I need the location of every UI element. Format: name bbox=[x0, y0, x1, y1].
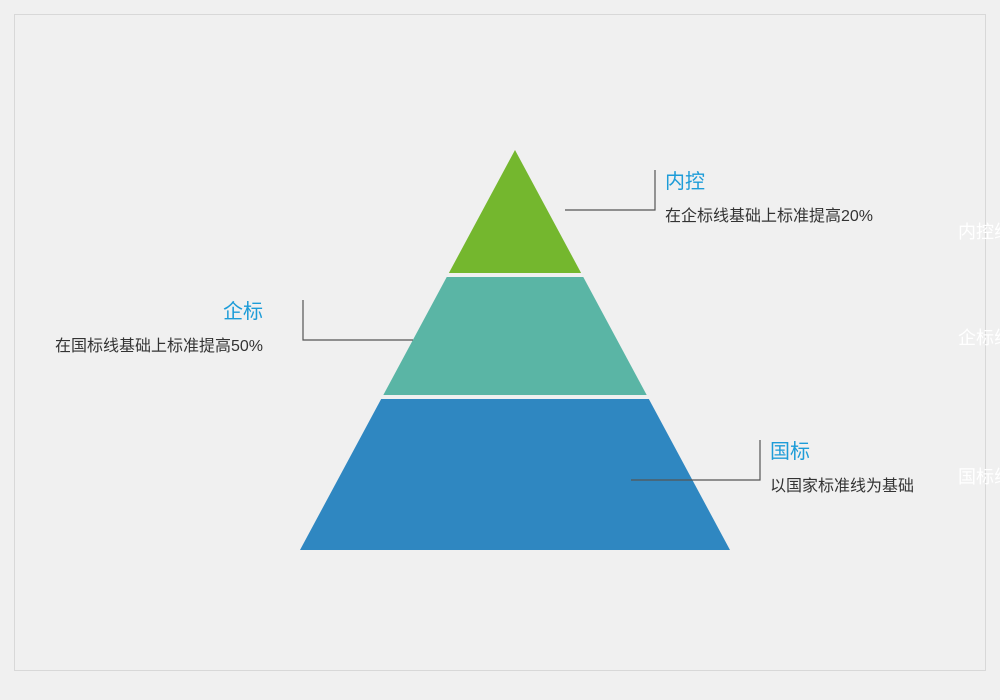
diagram-frame: 内控线企标线国标线 内控在企标线基础上标准提高20%企标在国标线基础上标准提高5… bbox=[14, 14, 986, 671]
callout-desc-neikong: 在企标线基础上标准提高20% bbox=[665, 202, 873, 226]
pyramid-diagram: 内控线企标线国标线 内控在企标线基础上标准提高20%企标在国标线基础上标准提高5… bbox=[15, 15, 985, 670]
pyramid-level-bottom bbox=[300, 399, 730, 550]
callout-title-qibiao: 企标 bbox=[55, 295, 263, 324]
callout-title-guobiao: 国标 bbox=[770, 435, 914, 464]
callout-title-neikong: 内控 bbox=[665, 165, 873, 194]
pyramid-shape bbox=[15, 15, 1000, 700]
pyramid-level-middle bbox=[383, 277, 646, 395]
callout-line-qibiao bbox=[303, 300, 413, 340]
callout-line-neikong bbox=[565, 170, 655, 210]
callout-neikong: 内控在企标线基础上标准提高20% bbox=[665, 165, 873, 226]
pyramid-level-top bbox=[449, 150, 581, 273]
callout-desc-qibiao: 在国标线基础上标准提高50% bbox=[55, 332, 263, 356]
callout-qibiao: 企标在国标线基础上标准提高50% bbox=[55, 295, 263, 356]
callout-desc-guobiao: 以国家标准线为基础 bbox=[770, 472, 914, 496]
callout-guobiao: 国标以国家标准线为基础 bbox=[770, 435, 914, 496]
